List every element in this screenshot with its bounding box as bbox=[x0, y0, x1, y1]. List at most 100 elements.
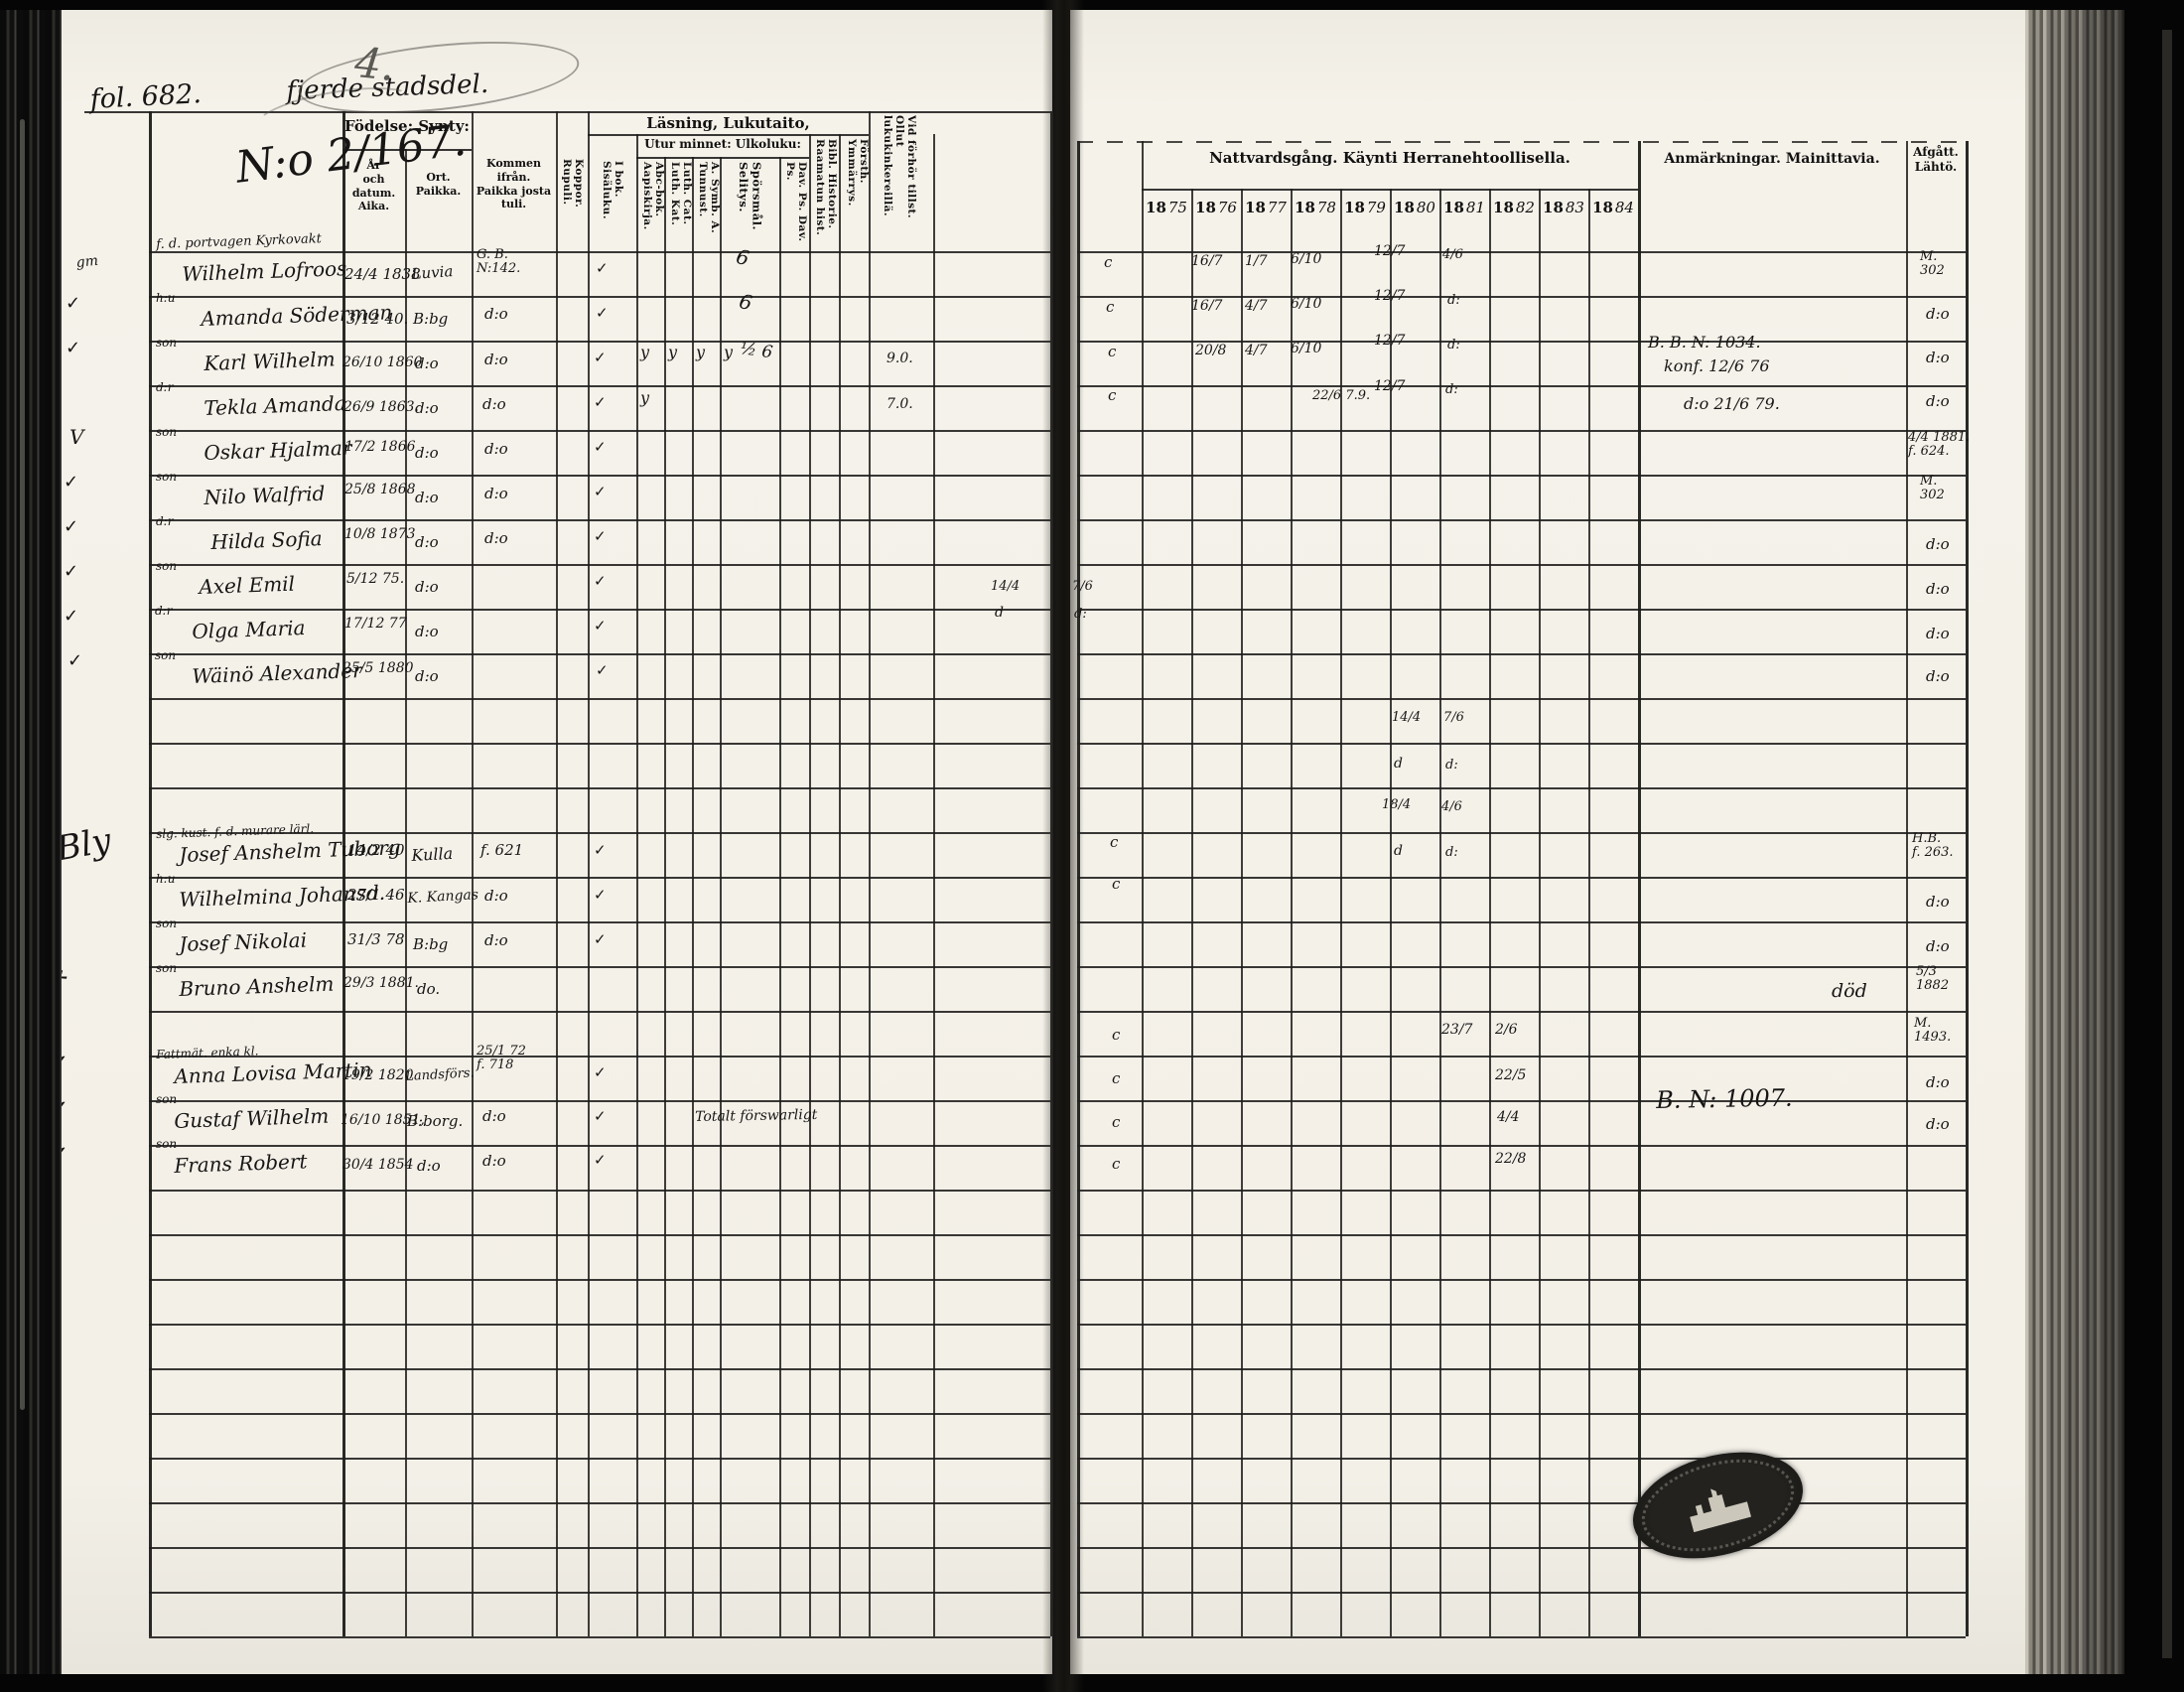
rule-line bbox=[1077, 653, 1966, 655]
margin-check: V bbox=[69, 425, 84, 449]
birth-date: 16/10 1851, bbox=[341, 1112, 425, 1128]
year-column-1884: 18 84 bbox=[1588, 199, 1638, 216]
margin-c: c bbox=[1112, 1113, 1121, 1131]
came-from: d:o bbox=[484, 887, 508, 905]
reading-mark: ✓ bbox=[594, 930, 607, 948]
birth-date: 31/3 78 bbox=[347, 930, 405, 948]
rule-line bbox=[149, 341, 1050, 343]
relation: son bbox=[156, 559, 178, 573]
rule-line-dashed bbox=[1077, 141, 1966, 143]
rule-line bbox=[1077, 1547, 1966, 1549]
rule-line bbox=[1077, 1368, 1966, 1370]
rule-line bbox=[1077, 1056, 1966, 1058]
scan-edge-streak bbox=[2162, 30, 2172, 1658]
margin-c: c bbox=[1112, 1026, 1121, 1044]
relation: h:u bbox=[156, 872, 176, 886]
rule-line bbox=[1077, 341, 1966, 343]
rule-line bbox=[1966, 141, 1969, 1636]
rule-line bbox=[1077, 1279, 1966, 1281]
departed-note: H.B. f. 263. bbox=[1912, 831, 1954, 861]
name: Axel Emil bbox=[198, 571, 296, 599]
departed-note: d:o bbox=[1926, 535, 1950, 553]
departed-note: d:o bbox=[1926, 667, 1950, 685]
rule-line bbox=[556, 111, 558, 1636]
reading-mark: ✓ bbox=[596, 661, 609, 679]
rule-line bbox=[1077, 921, 1966, 923]
communion-date: 12/7 bbox=[1374, 243, 1406, 259]
remark: B. B. N: 1034. bbox=[1648, 333, 1761, 352]
rule-line bbox=[1077, 787, 1966, 789]
rule-line bbox=[1077, 564, 1966, 566]
header-abc-book: Abc-bok. Aapiskirja. bbox=[641, 162, 666, 230]
rule-line bbox=[588, 134, 869, 136]
rule-line bbox=[1142, 141, 1144, 1636]
birth-date: 19/2 1820 bbox=[342, 1067, 414, 1083]
birth-date: 25/5 1880 bbox=[342, 660, 414, 676]
name: Karl Wilhelm bbox=[203, 347, 336, 375]
relation: d:r bbox=[155, 604, 173, 618]
year-printed: 18 bbox=[1295, 199, 1315, 216]
rule-line bbox=[149, 564, 1050, 566]
header-communion-group: Nattvardsgång. Käynti Herranehtoollisell… bbox=[1209, 149, 1570, 167]
rule-line bbox=[1077, 1011, 1966, 1013]
page-edge-shade bbox=[2025, 0, 2124, 1692]
birth-place: d:o bbox=[415, 399, 439, 417]
rule-line bbox=[1077, 1502, 1966, 1504]
communion-date: 4/6 bbox=[1442, 247, 1463, 262]
rule-line bbox=[149, 832, 1050, 834]
reading-grade: ½ 6 bbox=[739, 339, 774, 363]
communion-date: 6/10 bbox=[1291, 251, 1322, 267]
departed-note: M. 302 bbox=[1920, 249, 1945, 279]
birth-place: B:borg. bbox=[407, 1112, 464, 1130]
reading-mark: ✓ bbox=[594, 1063, 607, 1081]
rule-line bbox=[149, 296, 1050, 298]
rule-line bbox=[149, 1190, 1050, 1192]
relation: son bbox=[156, 425, 178, 439]
folio-number: fol. 682. bbox=[88, 78, 203, 115]
year-printed: 18 bbox=[1493, 199, 1514, 216]
reading-mark: y bbox=[696, 343, 706, 361]
rule-line bbox=[149, 1636, 1050, 1638]
margin-check: ✓ bbox=[64, 472, 79, 493]
exam-note: 7.0. bbox=[887, 396, 913, 412]
birth-date: 25/8 1868 bbox=[344, 482, 416, 497]
year-hand: 76 bbox=[1217, 199, 1237, 216]
communion-date: d: bbox=[1447, 293, 1460, 308]
margin-check: ✓ bbox=[66, 338, 81, 358]
rule-line bbox=[1077, 385, 1966, 387]
rule-line bbox=[720, 157, 722, 1636]
year-column-1878: 18 78 bbox=[1291, 199, 1340, 216]
name: Oskar Hjalmar bbox=[203, 435, 352, 465]
margin-check: ✓ bbox=[66, 293, 81, 314]
communion-date: 4/7 bbox=[1245, 343, 1268, 358]
rule-line bbox=[1077, 1458, 1966, 1460]
departed-note: d:o bbox=[1926, 305, 1950, 323]
communion-date: 22/8 bbox=[1495, 1151, 1527, 1167]
came-from: G. B. N:142. bbox=[477, 247, 521, 277]
relation: h:u bbox=[156, 291, 176, 305]
birth-date: 10/8 1873 bbox=[344, 526, 416, 542]
communion-date: 6/10 bbox=[1291, 296, 1322, 312]
rule-line bbox=[149, 1502, 1050, 1504]
year-hand: 82 bbox=[1515, 199, 1535, 216]
reading-mark: ✓ bbox=[594, 438, 607, 456]
birth-date: 26/9 1863. bbox=[343, 399, 419, 415]
right-page bbox=[1070, 10, 2025, 1674]
relation: son bbox=[156, 1092, 178, 1106]
year-hand: 80 bbox=[1416, 199, 1435, 216]
rule-line bbox=[149, 1145, 1050, 1147]
rule-line bbox=[149, 787, 1050, 789]
rule-line bbox=[692, 157, 694, 1636]
remark: konf. 12/6 76 bbox=[1664, 356, 1770, 375]
rule-line bbox=[1241, 189, 1243, 1636]
communion-date: d: bbox=[1445, 382, 1458, 397]
rule-line bbox=[1077, 296, 1966, 298]
rule-line bbox=[149, 385, 1050, 387]
communion-date: 16/7 bbox=[1191, 253, 1223, 269]
rule-line bbox=[149, 609, 1050, 611]
rule-line bbox=[149, 1368, 1050, 1370]
communion-date: 4/7 bbox=[1245, 298, 1268, 314]
rule-line bbox=[839, 134, 841, 1636]
name: Hilda Sofia bbox=[209, 526, 324, 554]
header-comprehension: Försth. Ymmärrys. bbox=[846, 139, 871, 207]
